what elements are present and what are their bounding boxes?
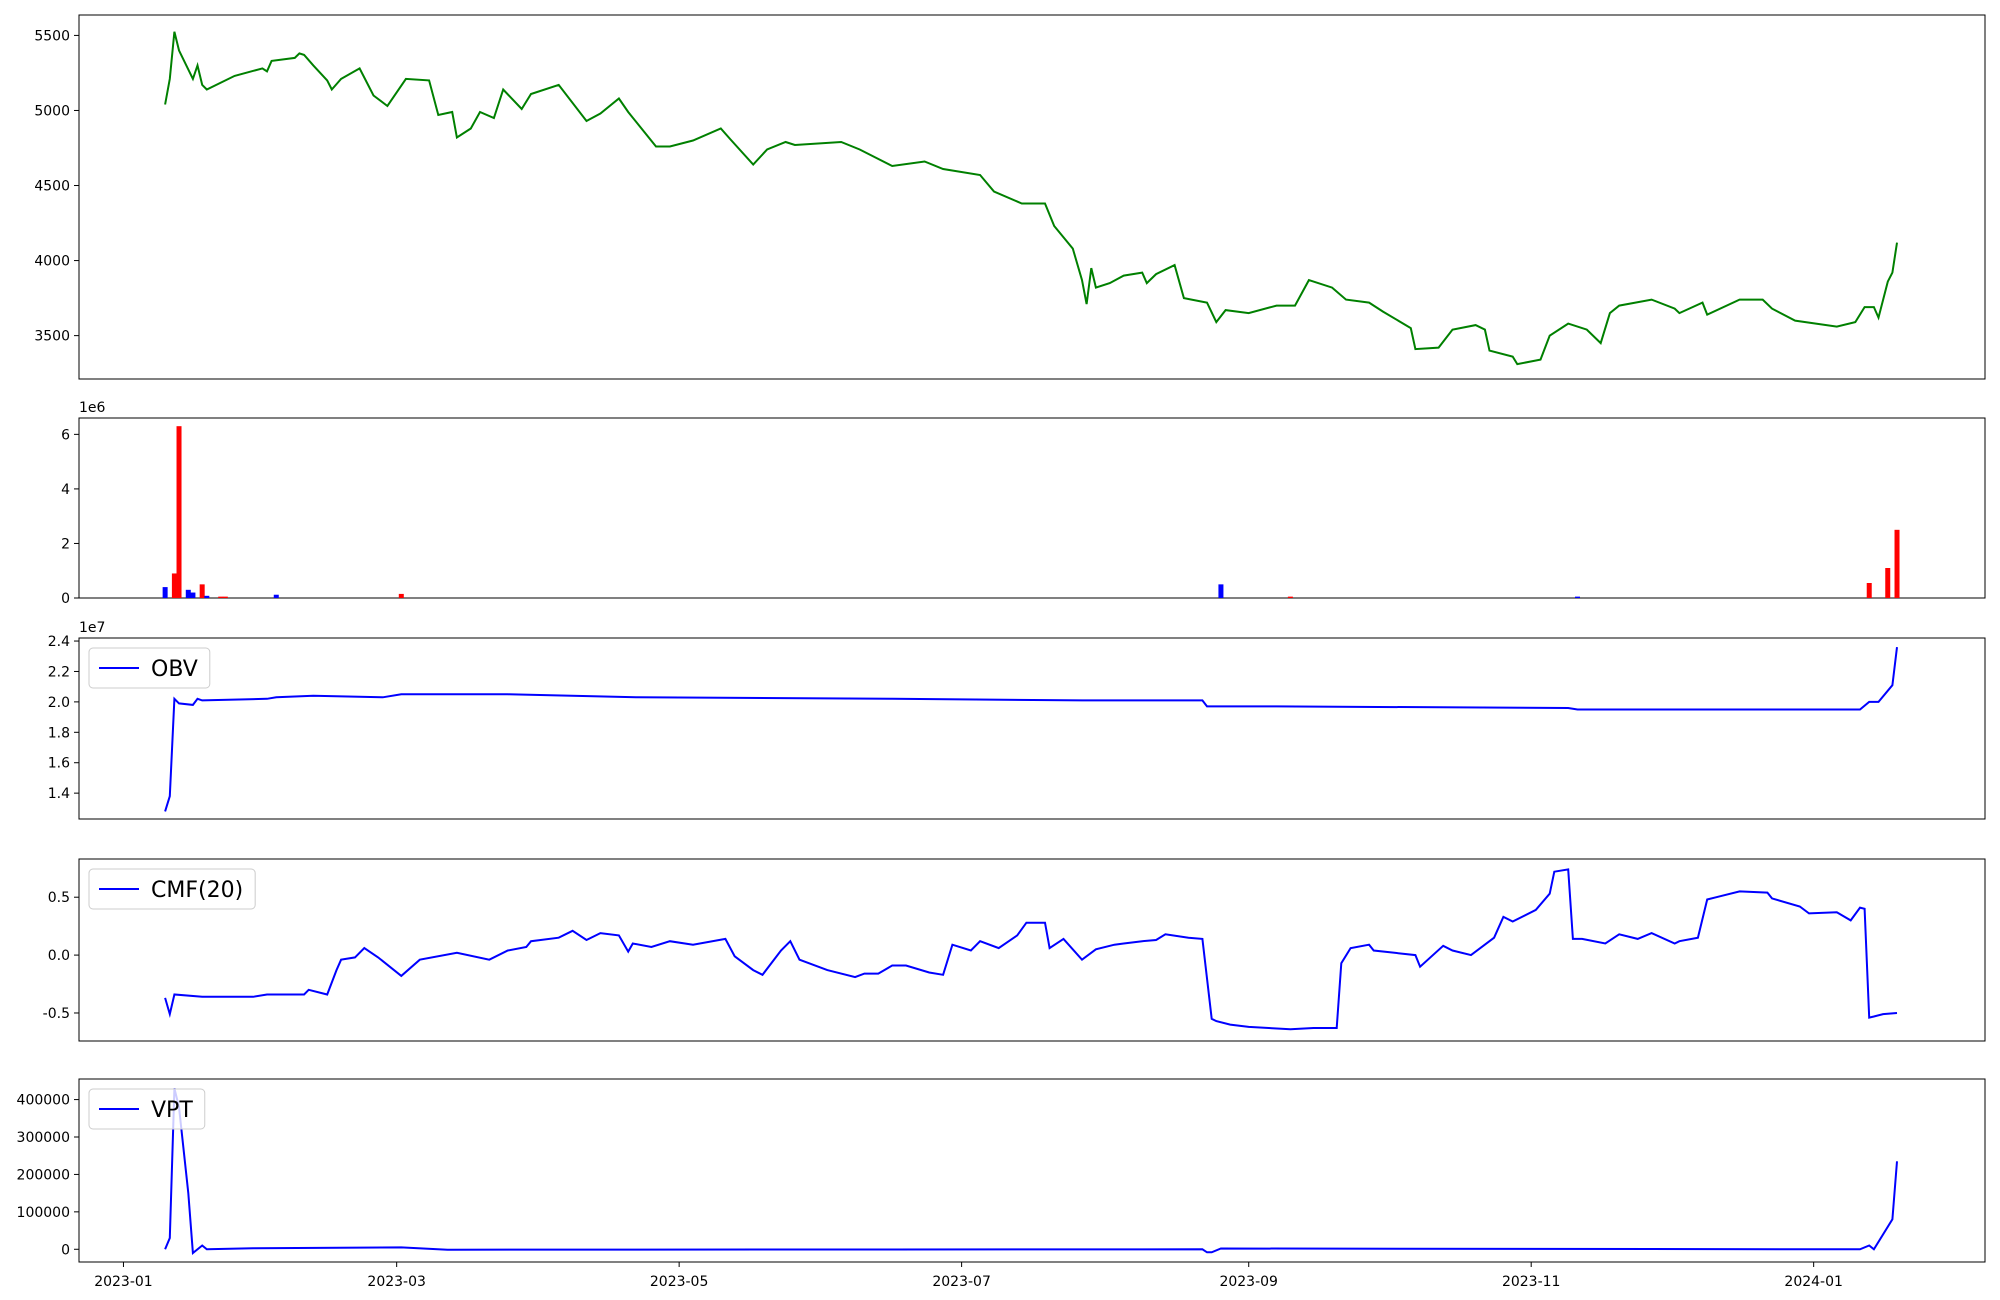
y-tick-label: 2.4 — [48, 634, 70, 650]
y-tick-label: 400000 — [17, 1093, 70, 1109]
bar — [1885, 568, 1891, 598]
bar — [1574, 596, 1580, 598]
bar — [218, 596, 224, 598]
bar — [1866, 583, 1872, 598]
axes-frame — [78, 637, 1986, 820]
y-tick-label: 2.0 — [48, 695, 70, 711]
legend-box — [88, 647, 211, 689]
y-tick-label: 0 — [61, 591, 70, 607]
x-tick-label: 2023-01 — [94, 1274, 153, 1290]
legend-box — [88, 1088, 206, 1130]
x-tick-label: 2024-01 — [1784, 1274, 1843, 1290]
y-tick-label: 300000 — [17, 1130, 70, 1146]
y-tick-label: 2 — [61, 536, 70, 552]
y-tick-label: 6 — [61, 427, 70, 443]
x-tick-label: 2023-07 — [932, 1274, 991, 1290]
y-tick-label: 0.0 — [48, 948, 70, 964]
y-tick-label: 1.6 — [48, 756, 70, 772]
bar — [273, 594, 279, 598]
y-tick-label: 5000 — [34, 103, 70, 119]
y-tick-label: 3500 — [34, 329, 70, 345]
axes-frame — [78, 1078, 1986, 1263]
y-tick-label: 200000 — [17, 1167, 70, 1183]
bar — [222, 596, 228, 598]
y-tick-label: -0.5 — [43, 1006, 70, 1022]
bar — [1287, 596, 1293, 598]
y-tick-label: 2.2 — [48, 664, 70, 680]
x-tick-label: 2023-11 — [1502, 1274, 1561, 1290]
bar — [190, 592, 196, 598]
bar — [1894, 529, 1900, 598]
axes-frame — [78, 14, 1986, 380]
bar — [171, 573, 177, 598]
y-tick-label: 1.8 — [48, 725, 70, 741]
bar — [398, 593, 404, 598]
offset-label: 1e7 — [79, 620, 105, 636]
data-line — [164, 868, 1898, 1031]
x-tick-label: 2023-05 — [650, 1274, 709, 1290]
y-tick-label: 0.5 — [48, 890, 70, 906]
legend-box — [88, 868, 256, 910]
data-line — [164, 1088, 1898, 1255]
bar — [199, 584, 205, 598]
bar — [162, 587, 168, 598]
data-line — [164, 646, 1898, 812]
legend-label: VPT — [151, 1098, 193, 1123]
data-line — [164, 31, 1898, 366]
x-tick-label: 2023-09 — [1219, 1274, 1278, 1290]
y-tick-label: 4000 — [34, 254, 70, 270]
y-tick-label: 4500 — [34, 179, 70, 195]
y-tick-label: 1.4 — [48, 786, 70, 802]
legend-label: OBV — [151, 657, 198, 682]
y-tick-label: 5500 — [34, 28, 70, 44]
axes-frame — [78, 417, 1986, 599]
axes-frame — [78, 858, 1986, 1042]
bar — [204, 595, 210, 598]
y-tick-label: 0 — [61, 1242, 70, 1258]
y-tick-label: 100000 — [17, 1205, 70, 1221]
y-tick-label: 4 — [61, 482, 70, 498]
x-tick-label: 2023-03 — [367, 1274, 426, 1290]
bar — [1218, 584, 1224, 598]
offset-label: 1e6 — [79, 400, 106, 416]
legend-label: CMF(20) — [151, 878, 243, 903]
bar — [185, 589, 191, 598]
bar — [176, 426, 182, 598]
